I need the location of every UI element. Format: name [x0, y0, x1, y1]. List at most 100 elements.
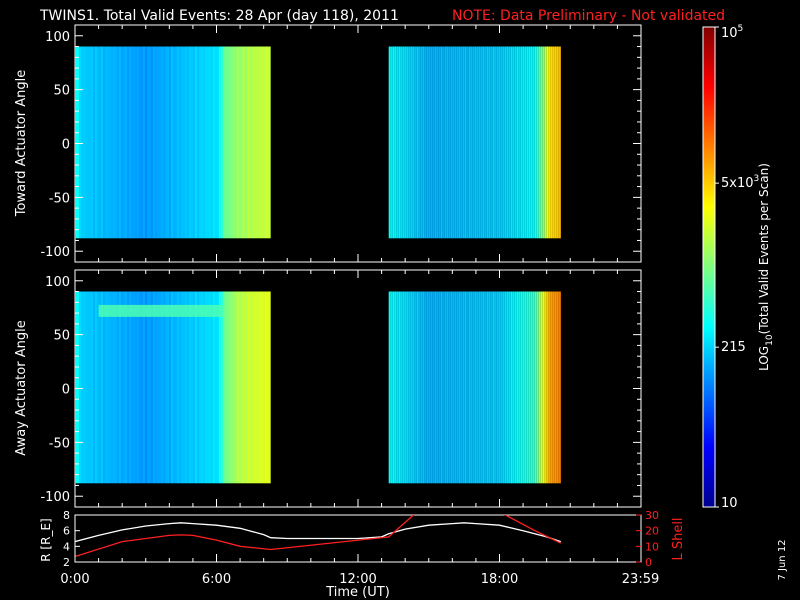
- heatmap-column: [171, 291, 173, 484]
- heatmap-column: [91, 46, 93, 239]
- heatmap-column: [147, 291, 149, 484]
- heatmap-column: [225, 291, 227, 484]
- heatmap-column: [89, 291, 91, 484]
- heatmap-column: [155, 46, 157, 239]
- heatmap-column: [408, 46, 411, 239]
- heatmap-column: [392, 291, 395, 484]
- heatmap-column: [506, 46, 509, 239]
- heatmap-column: [526, 46, 529, 239]
- heatmap-column: [406, 291, 409, 484]
- heatmap-column: [516, 291, 519, 484]
- heatmap-column: [143, 46, 145, 239]
- heatmap-column: [113, 46, 115, 239]
- heatmap-column: [476, 46, 479, 239]
- y-tick-label: 0: [62, 138, 70, 153]
- heatmap-column: [243, 291, 245, 484]
- heatmap-column: [105, 291, 107, 484]
- heatmap-column: [508, 46, 511, 239]
- orbit-right-tick-label: 0: [645, 556, 652, 569]
- heatmap-column: [424, 46, 427, 239]
- x-tick-label: 0:00: [60, 572, 89, 587]
- heatmap-column: [251, 291, 253, 484]
- heatmap-column: [239, 46, 241, 239]
- heatmap-column: [265, 46, 267, 239]
- heatmap-column: [440, 46, 443, 239]
- heatmap-column: [428, 291, 431, 484]
- heatmap-column: [247, 46, 249, 239]
- heatmap-column: [113, 291, 115, 484]
- away-y-axis: 100 50 0 -50 -100: [40, 270, 642, 507]
- heatmap-column: [534, 46, 537, 239]
- heatmap-column: [468, 291, 471, 484]
- heatmap-column: [121, 46, 123, 239]
- heatmap-column: [183, 46, 185, 239]
- orbit-left-tick-label: 4: [63, 540, 70, 553]
- heatmap-column: [85, 291, 87, 484]
- heatmap-column: [169, 291, 171, 484]
- x-axis-label: Time (UT): [325, 585, 390, 600]
- heatmap-column: [452, 291, 455, 484]
- heatmap-column: [197, 46, 199, 239]
- heatmap-band: [98, 304, 224, 317]
- heatmap-column: [500, 46, 503, 239]
- orbit-right-tick-label: 30: [645, 509, 659, 522]
- heatmap-column: [187, 291, 189, 484]
- heatmap-column: [510, 291, 513, 484]
- heatmap-column: [404, 46, 407, 239]
- heatmap-column: [189, 291, 191, 484]
- heatmap-column: [556, 291, 559, 484]
- heatmap-column: [474, 291, 477, 484]
- heatmap-column: [183, 291, 185, 484]
- heatmap-column: [484, 291, 487, 484]
- heatmap-column: [506, 291, 509, 484]
- heatmap-column: [179, 46, 181, 239]
- heatmap-column: [153, 46, 155, 239]
- heatmap-column: [91, 291, 93, 484]
- heatmap-column: [99, 46, 101, 239]
- heatmap-column: [261, 291, 263, 484]
- heatmap-column: [141, 46, 143, 239]
- heatmap-column: [107, 291, 109, 484]
- heatmap-column: [137, 291, 139, 484]
- heatmap-column: [131, 291, 133, 484]
- heatmap-column: [452, 46, 455, 239]
- heatmap-column: [169, 46, 171, 239]
- heatmap-column: [436, 291, 439, 484]
- colorbar-gradient: [702, 26, 716, 508]
- heatmap-column: [141, 291, 143, 484]
- heatmap-column: [127, 291, 129, 484]
- colorbar-label-main: LOG: [757, 346, 771, 371]
- heatmap-column: [392, 46, 395, 239]
- heatmap-column: [430, 46, 433, 239]
- heatmap-column: [249, 291, 251, 484]
- heatmap-column: [432, 46, 435, 239]
- heatmap-column: [117, 46, 119, 239]
- heatmap-column: [454, 291, 457, 484]
- heatmap-column: [173, 46, 175, 239]
- heatmap-column: [430, 291, 433, 484]
- y-tick-label: -100: [40, 490, 70, 505]
- heatmap-column: [548, 46, 551, 239]
- heatmap-column: [251, 46, 253, 239]
- heatmap-column: [442, 291, 445, 484]
- colorbar-label-rest: (Total Valid Events per Scan): [757, 163, 771, 334]
- heatmap-column: [131, 46, 133, 239]
- heatmap-column: [161, 291, 163, 484]
- heatmap-column: [522, 291, 525, 484]
- heatmap-column: [75, 291, 77, 484]
- heatmap-column: [514, 46, 517, 239]
- colorbar-tick-label: 5x103: [721, 174, 759, 191]
- heatmap-column: [89, 46, 91, 239]
- heatmap-column: [97, 46, 99, 239]
- orbit-series-line-1: [75, 515, 562, 558]
- heatmap-column: [129, 46, 131, 239]
- heatmap-column: [554, 46, 557, 239]
- heatmap-column: [450, 46, 453, 239]
- heatmap-column: [428, 46, 431, 239]
- toward-y-axis-label: Toward Actuator Angle: [14, 70, 29, 217]
- heatmap-column: [522, 46, 525, 239]
- heatmap-column: [181, 291, 183, 484]
- heatmap-column: [438, 291, 441, 484]
- heatmap-column: [524, 46, 527, 239]
- heatmap-column: [253, 46, 255, 239]
